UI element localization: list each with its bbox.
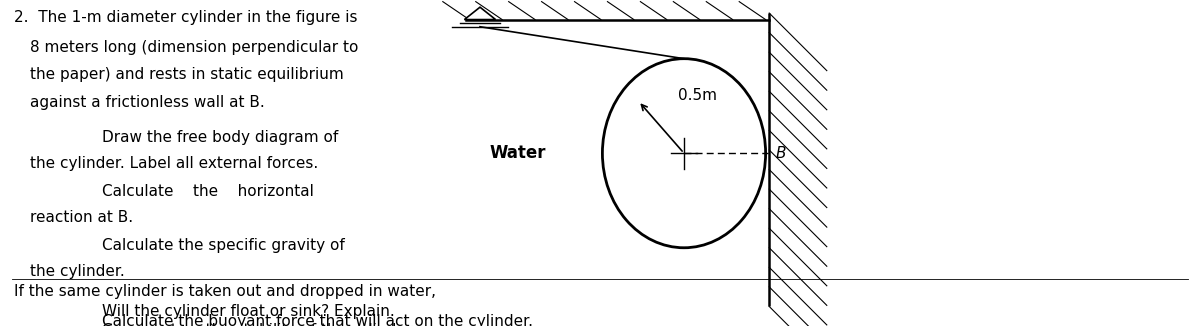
Text: Will the cylinder float or sink? Explain.: Will the cylinder float or sink? Explain… (102, 304, 395, 319)
Text: 2.  The 1-m diameter cylinder in the figure is: 2. The 1-m diameter cylinder in the figu… (14, 10, 358, 25)
Text: reaction at B.: reaction at B. (30, 210, 133, 225)
Text: 0.5m: 0.5m (678, 88, 716, 103)
Text: Calculate    the    horizontal: Calculate the horizontal (102, 184, 314, 199)
Text: Draw the free body diagram of: Draw the free body diagram of (102, 130, 338, 145)
Text: against a frictionless wall at B.: against a frictionless wall at B. (30, 95, 265, 110)
Text: Comment on the stability of the cylinder.: Comment on the stability of the cylinder… (102, 323, 415, 326)
Polygon shape (464, 7, 496, 20)
Text: the cylinder. Label all external forces.: the cylinder. Label all external forces. (30, 156, 318, 171)
Text: Calculate the specific gravity of: Calculate the specific gravity of (102, 238, 344, 253)
Text: the paper) and rests in static equilibrium: the paper) and rests in static equilibri… (30, 67, 343, 82)
Text: Calculate the buoyant force that will act on the cylinder.: Calculate the buoyant force that will ac… (102, 314, 533, 326)
Text: If the same cylinder is taken out and dropped in water,: If the same cylinder is taken out and dr… (14, 284, 437, 299)
Text: Water: Water (490, 144, 546, 162)
Text: B: B (775, 146, 786, 161)
Text: the cylinder.: the cylinder. (30, 264, 125, 279)
Text: 8 meters long (dimension perpendicular to: 8 meters long (dimension perpendicular t… (30, 40, 359, 55)
